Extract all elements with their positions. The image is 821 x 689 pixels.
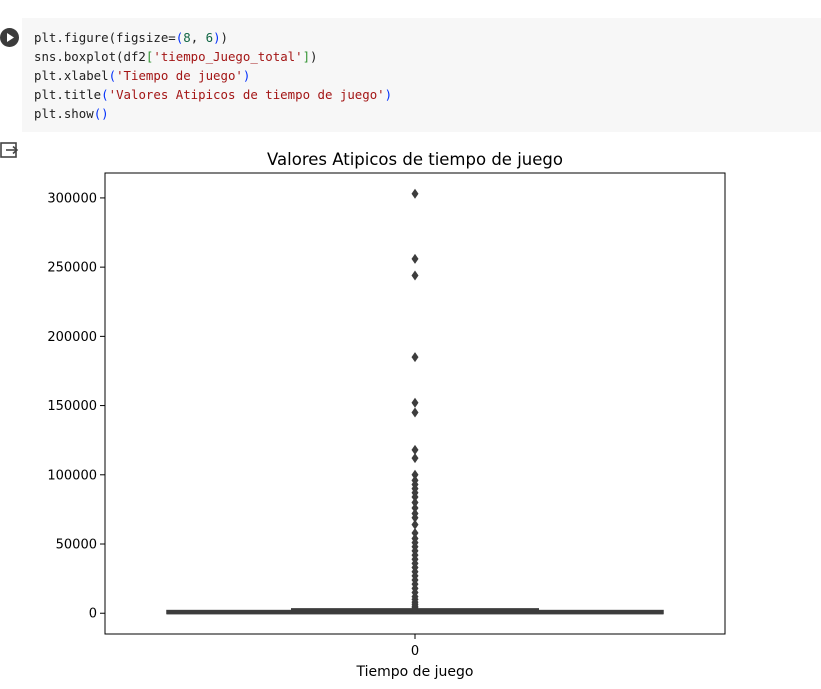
outlier-point [411,453,419,464]
y-tick-label: 250000 [47,261,97,276]
x-tick-label: 0 [411,644,419,659]
code-token: , [190,30,206,45]
outlier-point [411,352,419,363]
y-tick-label: 100000 [47,468,97,483]
code-token: ( [101,87,109,102]
outlier-point [411,407,419,418]
code-token: ( [175,30,184,45]
code-line: plt.title('Valores Atipicos de tiempo de… [34,85,392,104]
outlier-point [411,444,419,455]
code-token: plt.show [34,106,94,121]
code-token: sns.boxplot(df2 [34,49,146,64]
code-token: () [93,106,109,121]
output-toggle-button[interactable] [0,141,20,159]
outlier-point [411,512,419,523]
outlier-point [411,497,419,508]
code-token: plt.xlabel [34,68,109,83]
code-line: plt.figure(figsize=(8, 6)) [34,28,392,47]
code-token: plt.title [34,87,102,102]
code-token: ) [220,30,229,45]
outlier-point [411,527,419,538]
outlier-point [411,491,419,502]
outlier-point [411,270,419,281]
code-token: 8 [183,30,191,45]
code-token: 'tiempo_Juego_total' [153,49,303,64]
outlier-point [411,469,419,480]
x-axis-label: Tiempo de juego [356,664,474,680]
code-line: plt.show() [34,104,392,123]
code-token: ) [384,87,393,102]
run-cell-button[interactable] [0,28,19,47]
y-tick-label: 150000 [47,399,97,414]
code-token: ) [310,49,318,64]
code-token: = [168,30,176,45]
outlier-point [411,503,419,514]
code-token: 'Tiempo de juego' [116,68,243,83]
code-token: 6 [205,30,214,45]
code-token: [ [145,49,154,64]
outlier-point [411,188,419,199]
y-tick-label: 300000 [47,191,97,206]
outlier-point [411,253,419,264]
y-tick-label: 50000 [56,538,97,553]
code-token: 'Valores Atipicos de tiempo de juego' [108,87,385,102]
code-line: sns.boxplot(df2['tiempo_Juego_total']) [34,47,392,66]
code-editor[interactable] [22,18,821,132]
output-toggle-icon [0,142,19,158]
y-tick-label: 200000 [47,330,97,345]
code-token: ] [302,49,311,64]
outlier-point [411,519,419,530]
outlier-point [411,397,419,408]
code-text[interactable]: plt.figure(figsize=(8, 6)) sns.boxplot(df… [34,28,392,123]
code-token: ) [213,30,221,45]
code-line: plt.xlabel('Tiempo de juego') [34,66,392,85]
chart-title: Valores Atipicos de tiempo de juego [267,150,563,169]
outlier-point [411,602,419,613]
code-token: ( [108,68,117,83]
play-icon [7,33,14,42]
code-token: plt.figure(figsize [34,30,169,45]
code-cell[interactable]: plt.figure(figsize=(8, 6)) sns.boxplot(df… [0,18,821,132]
y-tick-label: 0 [89,607,97,622]
code-token: ) [242,68,251,83]
